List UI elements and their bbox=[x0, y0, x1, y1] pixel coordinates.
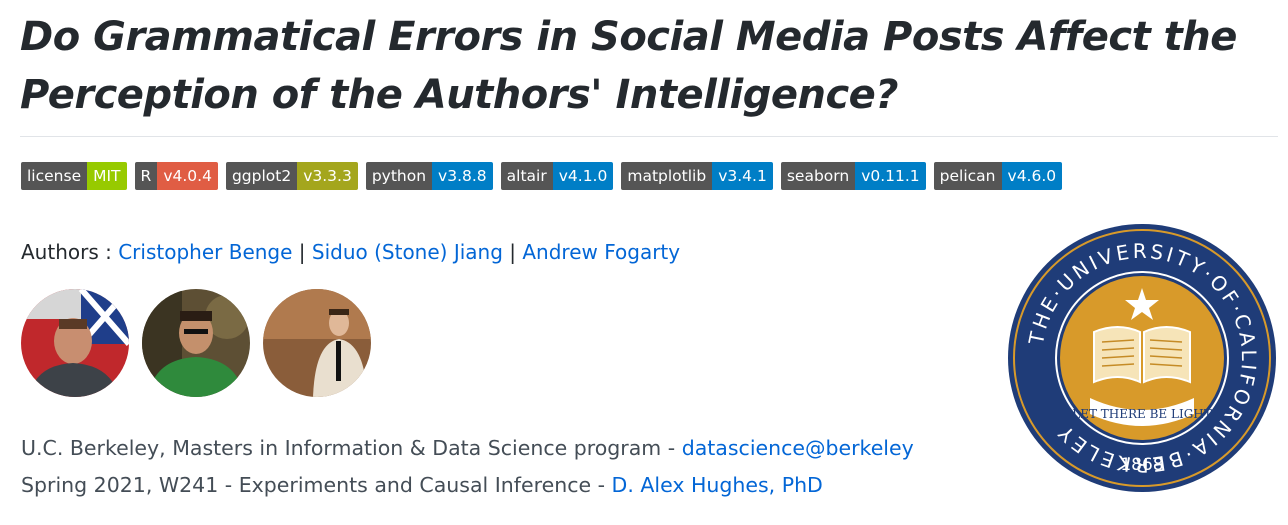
author-separator: | bbox=[298, 240, 306, 264]
badge-pelican[interactable]: pelican v4.6.0 bbox=[933, 162, 1063, 190]
datascience-link[interactable]: datascience@berkeley bbox=[681, 436, 914, 460]
badge-value: MIT bbox=[87, 162, 127, 190]
author-photos bbox=[21, 289, 371, 397]
badge-value: v0.11.1 bbox=[855, 162, 926, 190]
badge-python[interactable]: python v3.8.8 bbox=[365, 162, 493, 190]
badge-label: pelican bbox=[933, 162, 1002, 190]
avatar-fogarty[interactable] bbox=[263, 289, 371, 397]
badge-value: v4.1.0 bbox=[552, 162, 614, 190]
badge-seaborn[interactable]: seaborn v0.11.1 bbox=[780, 162, 926, 190]
author-separator: | bbox=[509, 240, 517, 264]
program-info: U.C. Berkeley, Masters in Information & … bbox=[21, 430, 914, 504]
seal-year: 1868 bbox=[1120, 455, 1163, 475]
badge-license[interactable]: license MIT bbox=[21, 162, 127, 190]
uc-berkeley-seal: THE·UNIVERSITY·OF·CALIFORNIA·BERKELEY LE… bbox=[1006, 222, 1278, 494]
badge-label: matplotlib bbox=[621, 162, 713, 190]
course-text: Spring 2021, W241 - Experiments and Caus… bbox=[21, 473, 612, 497]
badge-r[interactable]: R v4.0.4 bbox=[134, 162, 218, 190]
title-divider bbox=[20, 136, 1278, 137]
author-link-jiang[interactable]: Siduo (Stone) Jiang bbox=[311, 240, 503, 264]
program-text: U.C. Berkeley, Masters in Information & … bbox=[21, 436, 682, 460]
badge-label: python bbox=[365, 162, 433, 190]
badge-value: v4.0.4 bbox=[157, 162, 218, 190]
badge-label: altair bbox=[500, 162, 553, 190]
course-line: Spring 2021, W241 - Experiments and Caus… bbox=[21, 467, 914, 504]
avatar-benge[interactable] bbox=[21, 289, 129, 397]
badge-label: seaborn bbox=[780, 162, 856, 190]
badge-label: R bbox=[134, 162, 158, 190]
authors-line: Authors : Cristopher Benge | Siduo (Ston… bbox=[21, 237, 680, 267]
avatar-jiang[interactable] bbox=[142, 289, 250, 397]
author-link-fogarty[interactable]: Andrew Fogarty bbox=[522, 240, 681, 264]
badge-row: license MIT R v4.0.4 ggplot2 v3.3.3 pyth… bbox=[21, 162, 1063, 190]
badge-matplotlib[interactable]: matplotlib v3.4.1 bbox=[621, 162, 773, 190]
badge-label: ggplot2 bbox=[225, 162, 298, 190]
badge-ggplot2[interactable]: ggplot2 v3.3.3 bbox=[225, 162, 358, 190]
author-link-benge[interactable]: Cristopher Benge bbox=[118, 240, 293, 264]
authors-label: Authors : bbox=[21, 240, 112, 264]
badge-value: v3.3.3 bbox=[297, 162, 358, 190]
badge-value: v3.8.8 bbox=[432, 162, 493, 190]
page-title: Do Grammatical Errors in Social Media Po… bbox=[20, 14, 1237, 118]
seal-motto: LET THERE BE LIGHT bbox=[1072, 407, 1212, 421]
instructor-link[interactable]: D. Alex Hughes, PhD bbox=[611, 473, 823, 497]
program-line: U.C. Berkeley, Masters in Information & … bbox=[21, 430, 914, 467]
seal-logo: THE·UNIVERSITY·OF·CALIFORNIA·BERKELEY LE… bbox=[1008, 224, 1276, 492]
badge-label: license bbox=[21, 162, 88, 190]
badge-value: v3.4.1 bbox=[712, 162, 773, 190]
badge-altair[interactable]: altair v4.1.0 bbox=[500, 162, 614, 190]
badge-value: v4.6.0 bbox=[1001, 162, 1063, 190]
